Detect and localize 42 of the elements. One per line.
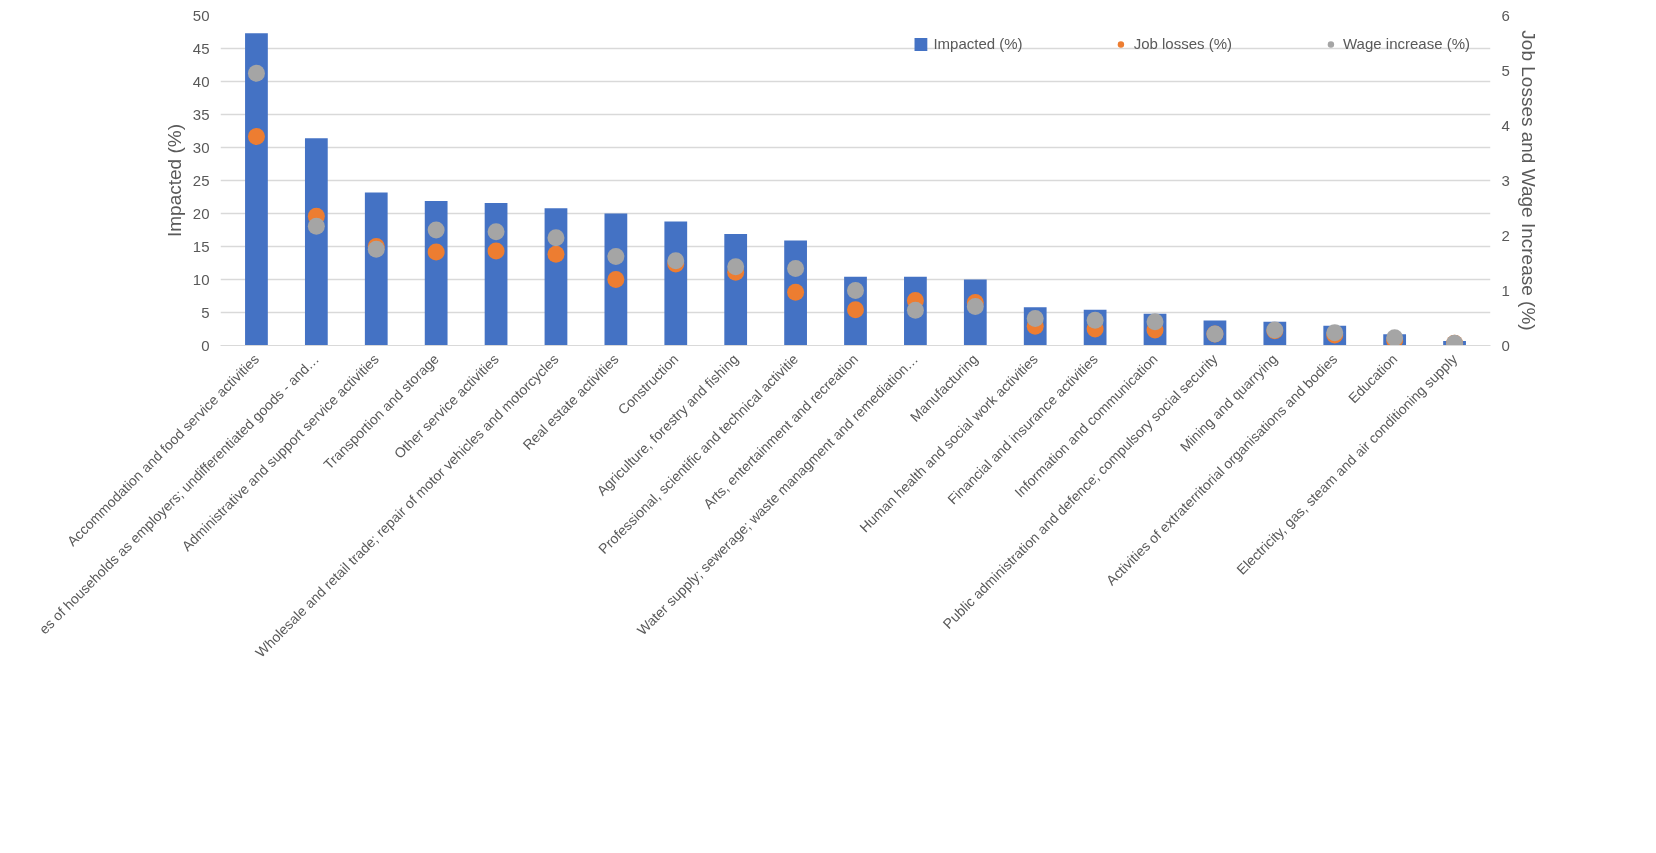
legend-label: Impacted (%): [933, 35, 1023, 52]
point: [787, 260, 805, 277]
point: [247, 128, 265, 145]
point: [847, 282, 864, 299]
y2-tick-label: 2: [1501, 226, 1510, 244]
y2-tick-label: 6: [1501, 6, 1510, 24]
y2-tick-label: 1: [1501, 281, 1510, 299]
point: [547, 245, 565, 263]
y-tick-label: 40: [192, 72, 210, 90]
point: [427, 221, 445, 239]
y2-tick-label: 4: [1501, 116, 1510, 134]
y-tick-label: 5: [201, 303, 210, 321]
y-tick-label: 30: [192, 138, 210, 156]
point: [787, 283, 805, 301]
y-tick-label: 45: [192, 39, 210, 57]
bar: [245, 33, 268, 346]
y2-tick-label: 5: [1501, 61, 1510, 79]
point: [487, 223, 505, 241]
y-tick-label: 25: [192, 171, 210, 189]
bar: [664, 221, 688, 346]
y-axis-title: Impacted (%): [163, 124, 185, 237]
y-tick-label: 10: [192, 270, 210, 288]
y-tick-label: 50: [192, 6, 210, 24]
legend-label: Job losses (%): [1133, 35, 1232, 52]
point: [427, 243, 445, 261]
y-tick-label: 15: [192, 237, 210, 255]
point: [607, 271, 625, 288]
point: [727, 258, 745, 276]
legend-label: Wage increase (%): [1343, 35, 1470, 52]
point: [487, 242, 505, 260]
y-tick-label: 0: [201, 336, 210, 354]
y-tick-label: 20: [192, 204, 210, 222]
bar: [304, 138, 328, 346]
y2-tick-label: 3: [1501, 171, 1510, 189]
bar: [364, 192, 388, 346]
point: [307, 217, 325, 235]
y-tick-label: 35: [192, 105, 210, 123]
point: [547, 229, 565, 247]
y2-axis-title: Job Losses and Wage Increase (%): [1517, 30, 1539, 331]
point: [247, 64, 265, 82]
y2-tick-label: 0: [1501, 336, 1510, 354]
point: [607, 247, 625, 265]
